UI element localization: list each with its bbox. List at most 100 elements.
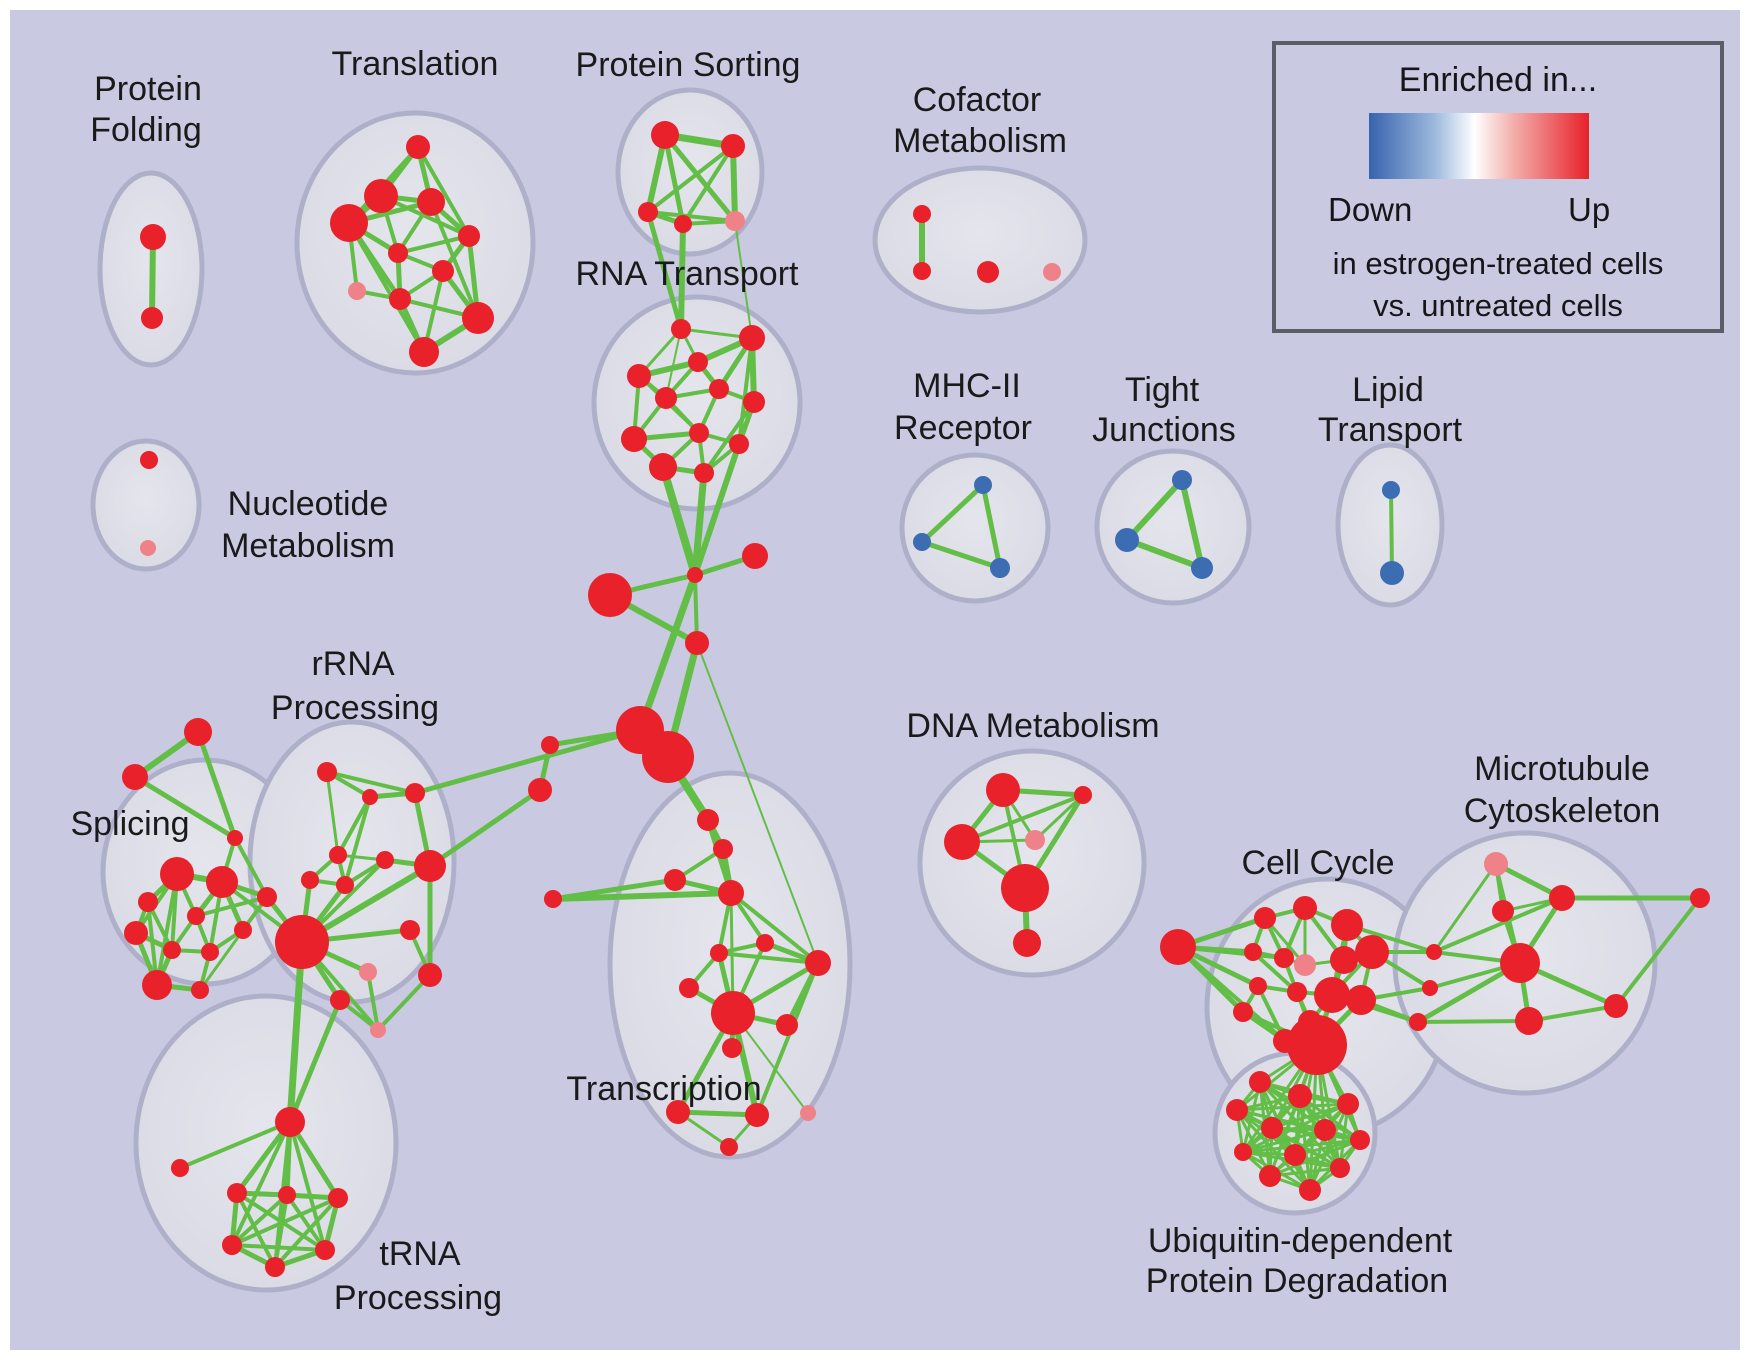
- edge: [285, 1193, 327, 1252]
- node-cc10: [1249, 977, 1267, 995]
- node-tx11: [776, 1014, 798, 1036]
- node-tn5: [328, 1188, 348, 1208]
- node-r8: [621, 426, 647, 452]
- node-d4: [1025, 830, 1045, 850]
- node-cc2: [1254, 907, 1276, 929]
- edge: [336, 795, 372, 857]
- edge: [681, 144, 735, 226]
- edge: [717, 951, 820, 965]
- cluster-ellipse-mhc-ii-receptor: [899, 452, 1051, 604]
- node-c2: [742, 543, 768, 569]
- node-tx9: [679, 978, 699, 998]
- edge: [662, 132, 686, 227]
- edge: [1527, 1004, 1618, 1023]
- node-tn4: [278, 1186, 296, 1204]
- edge: [550, 890, 734, 902]
- edge: [919, 539, 1003, 571]
- cluster-ellipse-tight-junctions: [1094, 448, 1252, 606]
- node-tx16: [720, 1138, 738, 1156]
- cluster-label-dna-metabolism: DNA Metabolism: [906, 707, 1159, 745]
- node-p1: [651, 121, 679, 149]
- node-tx14: [745, 1103, 769, 1127]
- cluster-ellipse-transcription: [607, 770, 853, 1160]
- edge: [692, 441, 742, 578]
- edge: [1124, 537, 1205, 571]
- edge: [198, 895, 269, 992]
- node-t4: [330, 204, 368, 242]
- edge: [755, 961, 820, 1117]
- node-d5: [1001, 864, 1049, 912]
- node-tx4: [718, 880, 744, 906]
- node-cc19: [1422, 980, 1438, 996]
- edge: [734, 220, 753, 339]
- edge: [662, 132, 738, 224]
- edge: [675, 1109, 760, 1118]
- node-u3: [1226, 1099, 1248, 1121]
- edge: [645, 209, 684, 332]
- node-cc6: [1274, 948, 1294, 968]
- edge: [230, 1196, 340, 1247]
- node-p2: [721, 134, 745, 158]
- cluster-ellipse-nucleotide-metabolism: [90, 438, 202, 572]
- node-tj2: [1115, 528, 1139, 552]
- node-c1: [687, 567, 703, 583]
- edge: [178, 1120, 292, 1170]
- node-r6: [655, 387, 677, 409]
- node-tn6: [222, 1235, 242, 1255]
- node-u5: [1261, 1117, 1283, 1139]
- edge: [366, 970, 380, 1032]
- cluster-label-rna-transport: RNA Transport: [576, 255, 800, 293]
- node-t1: [406, 135, 430, 159]
- edge: [1389, 488, 1394, 575]
- legend-title: Enriched in...: [1398, 61, 1598, 99]
- node-tn2: [171, 1159, 189, 1177]
- legend-caption: in estrogen-treated cells vs. untreated …: [1276, 243, 1720, 327]
- node-cc5: [1244, 943, 1262, 961]
- legend-caption-line1: in estrogen-treated cells: [1332, 246, 1664, 281]
- cluster-label-rrna-processing-line1: rRNA: [311, 645, 394, 683]
- node-tj3: [1191, 557, 1213, 579]
- node-rr7: [376, 851, 394, 869]
- node-t10: [462, 302, 494, 334]
- node-u1: [1249, 1071, 1271, 1093]
- node-r1: [671, 319, 691, 339]
- node-t7: [432, 260, 454, 282]
- node-rr11: [400, 920, 420, 940]
- node-r4: [688, 352, 708, 372]
- node-pf1: [140, 224, 166, 250]
- node-tx15: [800, 1105, 816, 1121]
- edge: [286, 938, 306, 1126]
- node-cf1: [913, 205, 931, 223]
- node-t8: [348, 282, 366, 300]
- node-t11: [409, 337, 439, 367]
- node-g3: [227, 830, 243, 846]
- node-tx10: [711, 991, 755, 1035]
- node-cc14: [1233, 1002, 1253, 1022]
- edge: [1033, 793, 1085, 842]
- edge: [1268, 1138, 1362, 1178]
- cluster-label-translation: Translation: [332, 45, 499, 83]
- edge: [737, 336, 754, 446]
- node-tx13: [666, 1100, 690, 1124]
- cluster-label-cofactor-metabolism-line2: Metabolism: [893, 122, 1067, 160]
- edge: [1416, 1019, 1531, 1024]
- node-s6: [163, 941, 181, 959]
- node-cc12: [1314, 977, 1350, 1013]
- cluster-label-tight-junctions-line1: Tight: [1125, 371, 1200, 409]
- edge: [1270, 1102, 1350, 1130]
- node-c4: [685, 631, 709, 655]
- node-cc1: [1160, 929, 1196, 965]
- node-tx1: [697, 809, 719, 831]
- edge: [429, 200, 480, 320]
- edge: [347, 221, 426, 354]
- node-rr12: [330, 990, 350, 1010]
- node-u12: [1299, 1179, 1321, 1201]
- edge: [412, 727, 643, 796]
- node-u2: [1288, 1084, 1312, 1108]
- node-c8: [528, 778, 552, 802]
- node-r2: [739, 325, 765, 351]
- node-s2: [206, 866, 238, 898]
- node-s8: [234, 921, 252, 939]
- cluster-label-transcription: Transcription: [566, 1070, 761, 1108]
- node-cf4: [1043, 263, 1061, 281]
